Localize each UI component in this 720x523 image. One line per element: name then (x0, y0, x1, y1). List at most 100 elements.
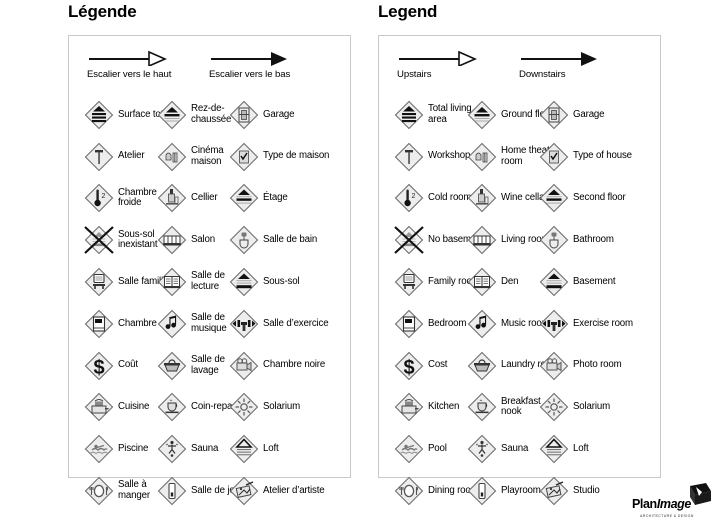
legend-item[interactable]: Sauna (157, 428, 253, 470)
legend-item[interactable]: Cellier (157, 178, 253, 220)
legend-item-label: Solarium (263, 401, 301, 413)
legend-row: Salle à manger Salle de jeux Atelier d’art… (69, 470, 350, 512)
stairs-label: Escalier vers le haut (87, 69, 172, 80)
bedroom-icon (84, 309, 114, 339)
legend-row: Piscine Sauna Loft (69, 428, 350, 470)
legend-item[interactable]: 2 Chambre froide (84, 178, 180, 220)
legend-item[interactable]: Family room (394, 261, 490, 303)
legend-item[interactable]: Loft (539, 428, 654, 470)
legend-item[interactable]: Garage (539, 94, 654, 136)
legend-item[interactable]: Sous-sol (229, 261, 344, 303)
legend-item[interactable]: Playroom (467, 470, 563, 512)
legend-item-label: Salle de jeux (191, 484, 245, 496)
total-area-icon (394, 100, 424, 130)
studio-icon (539, 476, 569, 506)
arrow-outline-icon (397, 50, 477, 66)
legend-item[interactable]: Salle de bain (229, 219, 344, 261)
legend-item[interactable]: $ Coût (84, 345, 180, 387)
legend-item[interactable]: Bathroom (539, 219, 654, 261)
legend-item-label: Sauna (501, 442, 529, 454)
legend-item[interactable]: Pool (394, 428, 490, 470)
legend-item[interactable]: Solarium (539, 387, 654, 429)
exercise-room-icon (229, 309, 259, 339)
pool-icon (394, 434, 424, 464)
legend-item-label: Sous-sol (263, 275, 300, 287)
legend-item[interactable]: 2 Cold room (394, 178, 490, 220)
legend-item-label: Chambre (118, 317, 157, 329)
legend-item[interactable]: Atelier (84, 136, 180, 178)
logo-subtitle: ARCHITECTURE & DESIGN (640, 514, 694, 518)
legend-item[interactable]: Salle de lavage (157, 345, 253, 387)
svg-text:2: 2 (102, 193, 106, 200)
panel-title: Legend (378, 2, 438, 21)
legend-item-label: Sous-sol inexistant (118, 228, 158, 251)
legend-row: Sous-sol inexistant Salon Salle de bain (69, 219, 350, 261)
legend-item[interactable]: Type de maison (229, 136, 344, 178)
cost-icon: $ (394, 351, 424, 381)
legend-item[interactable]: Loft (229, 428, 344, 470)
legend-item[interactable]: Chambre (84, 303, 180, 345)
legend-item[interactable]: No basement (394, 219, 490, 261)
house-type-icon (539, 142, 569, 172)
legend-item[interactable]: Salle de lecture (157, 261, 253, 303)
legend-item-label: Sauna (191, 442, 219, 454)
legend-item-label: Photo room (573, 359, 622, 371)
legend-item[interactable]: Surface totale (84, 94, 180, 136)
legend-item[interactable]: $ Cost (394, 345, 490, 387)
sauna-icon (467, 434, 497, 464)
legend-item[interactable]: Étage (229, 178, 344, 220)
logo-word-image: Image (656, 497, 692, 511)
legend-item[interactable]: Second floor (539, 178, 654, 220)
legend-item[interactable]: Cuisine (84, 387, 180, 429)
legend-item-label: Total living area (428, 103, 472, 125)
legend-row: Total living area Ground floor Garage (379, 94, 660, 136)
laundry-room-icon (467, 351, 497, 381)
legend-item[interactable]: Workshop (394, 136, 490, 178)
legend-item[interactable]: Photo room (539, 345, 654, 387)
legend-item[interactable]: Wine cellar (467, 178, 563, 220)
legend-item[interactable]: Total living area (394, 94, 490, 136)
legend-item[interactable]: Piscine (84, 428, 180, 470)
legend-item[interactable]: Salle de jeux (157, 470, 253, 512)
legend-item[interactable]: Salon (157, 219, 253, 261)
house-type-icon (229, 142, 259, 172)
legend-item[interactable]: Salle familiale (84, 261, 180, 303)
bathroom-icon (539, 225, 569, 255)
legend-item-label: Loft (573, 442, 589, 454)
legend-item[interactable]: Salle d’exercice (229, 303, 344, 345)
legend-item[interactable]: Cinéma maison (157, 136, 253, 178)
legend-item[interactable]: Chambre noire (229, 345, 344, 387)
legend-item[interactable]: Laundry room (467, 345, 563, 387)
legend-item-label: Salle de musique (191, 312, 227, 334)
legend-item[interactable]: Atelier d’artiste (229, 470, 344, 512)
legend-item[interactable]: Sous-sol inexistant (84, 219, 180, 261)
legend-item[interactable]: Salle de musique (157, 303, 253, 345)
legend-item[interactable]: Home theatre room (467, 136, 563, 178)
legend-item[interactable]: Living room (467, 219, 563, 261)
legend-item-label: Salle de lecture (191, 270, 225, 293)
legend-item[interactable]: Ground floor (467, 94, 563, 136)
legend-item[interactable]: Den (467, 261, 563, 303)
legend-row: Bedroom Music room Exercise room (379, 303, 660, 345)
legend-item[interactable]: Bedroom (394, 303, 490, 345)
legend-item[interactable]: Breakfast nook (467, 387, 563, 429)
legend-item[interactable]: Sauna (467, 428, 563, 470)
legend-item[interactable]: Kitchen (394, 387, 490, 429)
arrow-filled-icon (209, 50, 290, 66)
legend-item[interactable]: Exercise room (539, 303, 654, 345)
legend-item-label: Family room (428, 275, 480, 287)
legend-item[interactable]: Studio (539, 470, 654, 512)
legend-item[interactable]: Coin-repas (157, 387, 253, 429)
legend-item[interactable]: Garage (229, 94, 344, 136)
basement-icon (229, 267, 259, 297)
legend-item[interactable]: Rez-de-chaussée (157, 94, 253, 136)
legend-row: Family room Den Basement (379, 261, 660, 303)
legend-item[interactable]: Type of house (539, 136, 654, 178)
legend-item[interactable]: Dining room (394, 470, 490, 512)
legend-item[interactable]: Music room (467, 303, 563, 345)
legend-item[interactable]: Basement (539, 261, 654, 303)
second-floor-icon (539, 183, 569, 213)
legend-item[interactable]: Solarium (229, 387, 344, 429)
legend-item[interactable]: Salle à manger (84, 470, 180, 512)
legend-grid: Surface totale Rez-de-chaussée Garage Ateli… (69, 94, 350, 512)
